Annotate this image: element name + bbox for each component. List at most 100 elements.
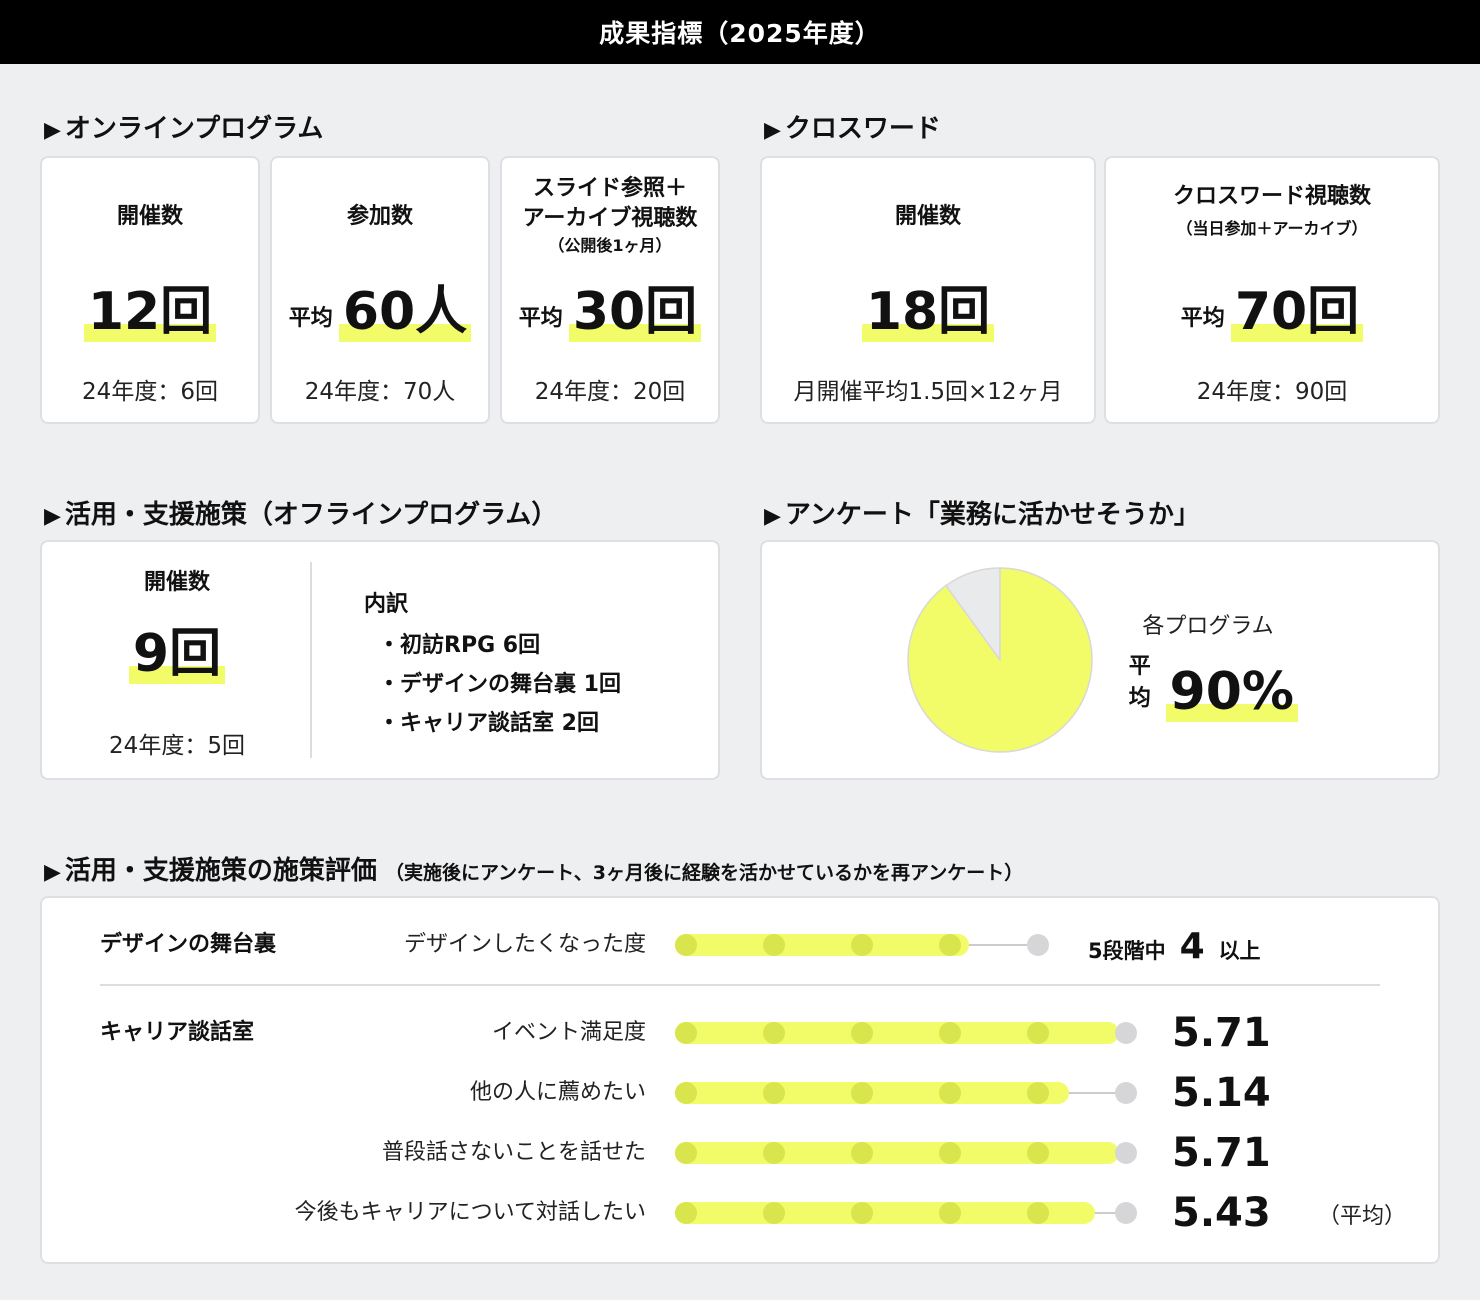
scale-node [763, 934, 785, 956]
eval-item-label: 普段話さないことを話せた [381, 1140, 646, 1165]
eval-score: 5.43 [1172, 1190, 1271, 1236]
divider [310, 562, 312, 758]
survey-card: 各プログラム 平均 90% [760, 540, 1440, 780]
kpi-value: 平均 70回 [1106, 282, 1438, 342]
scale-node [675, 1202, 697, 1224]
eval-row-career-0: キャリア談話室 イベント満足度 5.71 [42, 1008, 1438, 1058]
eval-item-label: 他の人に薦めたい [469, 1080, 646, 1105]
survey-value: 平均 90% [1118, 648, 1299, 722]
scale-node [1115, 1082, 1137, 1104]
scale-node [851, 934, 873, 956]
kpi-label: 参加数 [346, 204, 413, 229]
section-subtitle: （実施後にアンケート、3ヶ月後に経験を活かせているかを再アンケート） [384, 862, 1024, 884]
scale-node [675, 934, 697, 956]
list-item: ・キャリア談話室 2回 [378, 711, 599, 736]
scale-node [939, 934, 961, 956]
survey-pie-chart [907, 567, 1093, 753]
scale-node [763, 1202, 785, 1224]
eval-score: 5段階中 4 以上 [1088, 926, 1261, 967]
kpi-value: 平均 30回 [502, 282, 718, 342]
section-title-online: ▶ オンラインプログラム [44, 114, 324, 144]
kpi-previous: 月開催平均1.5回×12ヶ月 [793, 379, 1063, 405]
triangle-icon: ▶ [44, 860, 61, 885]
eval-item-label: 今後もキャリアについて対話したい [294, 1200, 646, 1225]
evaluation-card: デザインの舞台裏 デザインしたくなった度 5段階中 4 以上 キャリア談話室 イ… [40, 896, 1440, 1264]
scale-node [939, 1082, 961, 1104]
scale-node [1027, 1142, 1049, 1164]
kpi-previous: 24年度：20回 [534, 379, 686, 405]
kpi-label: 開催数 [143, 570, 210, 595]
scale-node [1115, 1022, 1137, 1044]
kpi-previous: 24年度：6回 [82, 379, 218, 405]
list-item: ・初訪RPG 6回 [378, 633, 541, 658]
kpi-label: スライド参照＋ アーカイブ視聴数 （公開後1ヶ月） [522, 176, 698, 256]
scale-fill [675, 934, 969, 956]
offline-card: 開催数 9回 24年度：5回 内訳 ・初訪RPG 6回 ・デザインの舞台裏 1回… [40, 540, 720, 780]
page-header: 成果指標（2025年度） [0, 0, 1480, 64]
kpi-value: 18回 [762, 282, 1094, 342]
scale-node [939, 1202, 961, 1224]
eval-item-label: イベント満足度 [491, 1020, 646, 1045]
eval-item-label: デザインしたくなった度 [403, 932, 646, 957]
eval-row-career-2: 普段話さないことを話せた 5.71 [42, 1128, 1438, 1178]
scale-node [1027, 1022, 1049, 1044]
scale-node [1027, 1082, 1049, 1104]
list-item: ・デザインの舞台裏 1回 [378, 672, 621, 697]
eval-note: （平均） [1318, 1204, 1407, 1229]
section-title-survey: ▶ アンケート「業務に活かせそうか」 [764, 500, 1200, 530]
breakdown-title: 内訳 [364, 592, 409, 617]
kpi-value: 12回 [42, 282, 258, 342]
program-name: キャリア談話室 [100, 1020, 255, 1045]
program-name: デザインの舞台裏 [100, 932, 277, 957]
scale-node [763, 1142, 785, 1164]
section-title-evaluation: ▶ 活用・支援施策の施策評価 （実施後にアンケート、3ヶ月後に経験を活かせている… [44, 856, 1024, 886]
kpi-value: 9回 [42, 624, 312, 684]
section-title-crossword: ▶ クロスワード [764, 114, 941, 144]
eval-score: 5.71 [1172, 1130, 1271, 1176]
online-participants-card: 参加数 平均 60人 24年度：70人 [270, 156, 490, 424]
scale-node [939, 1142, 961, 1164]
scale-node [763, 1082, 785, 1104]
crossword-count-card: 開催数 18回 月開催平均1.5回×12ヶ月 [760, 156, 1096, 424]
scale-node [851, 1022, 873, 1044]
survey-label: 各プログラム [1142, 614, 1274, 639]
scale-fill [675, 1022, 1120, 1044]
scale-node [675, 1142, 697, 1164]
section-title-offline: ▶ 活用・支援施策（オフラインプログラム） [44, 500, 558, 530]
scale-node [851, 1082, 873, 1104]
online-count-card: 開催数 12回 24年度：6回 [40, 156, 260, 424]
eval-row-career-3: 今後もキャリアについて対話したい 5.43 [42, 1188, 1438, 1238]
pie-slice-fill [907, 567, 1093, 753]
scale-node [851, 1142, 873, 1164]
scale-fill [675, 1142, 1120, 1164]
eval-row-design: デザインの舞台裏 デザインしたくなった度 5段階中 4 以上 [42, 920, 1438, 970]
crossword-views-card: クロスワード視聴数 （当日参加＋アーカイブ） 平均 70回 24年度：90回 [1104, 156, 1440, 424]
scale-node [1115, 1202, 1137, 1224]
survey-summary: 各プログラム 平均 90% [1118, 608, 1299, 722]
triangle-icon: ▶ [764, 504, 781, 529]
divider [100, 984, 1380, 986]
kpi-label: 開催数 [116, 204, 183, 229]
offline-count: 開催数 9回 24年度：5回 [42, 542, 312, 778]
scale-node [851, 1202, 873, 1224]
page-title: 成果指標（2025年度） [599, 19, 881, 48]
kpi-previous: 24年度：90回 [1196, 379, 1348, 405]
eval-score: 5.14 [1172, 1070, 1271, 1116]
kpi-label: クロスワード視聴数 （当日参加＋アーカイブ） [1172, 184, 1371, 238]
scale-node [675, 1022, 697, 1044]
breakdown-list: 内訳 ・初訪RPG 6回 ・デザインの舞台裏 1回 ・キャリア談話室 2回 [364, 586, 621, 743]
scale-node [939, 1022, 961, 1044]
online-views-card: スライド参照＋ アーカイブ視聴数 （公開後1ヶ月） 平均 30回 24年度：20… [500, 156, 720, 424]
scale-node [1027, 934, 1049, 956]
kpi-label: 開催数 [894, 204, 961, 229]
kpi-value: 平均 60人 [272, 282, 488, 342]
scale-node [675, 1082, 697, 1104]
scale-node [1115, 1142, 1137, 1164]
kpi-previous: 24年度：70人 [304, 379, 456, 405]
triangle-icon: ▶ [44, 118, 61, 143]
eval-score: 5.71 [1172, 1010, 1271, 1056]
triangle-icon: ▶ [764, 118, 781, 143]
scale-node [763, 1022, 785, 1044]
triangle-icon: ▶ [44, 504, 61, 529]
scale-node [1027, 1202, 1049, 1224]
